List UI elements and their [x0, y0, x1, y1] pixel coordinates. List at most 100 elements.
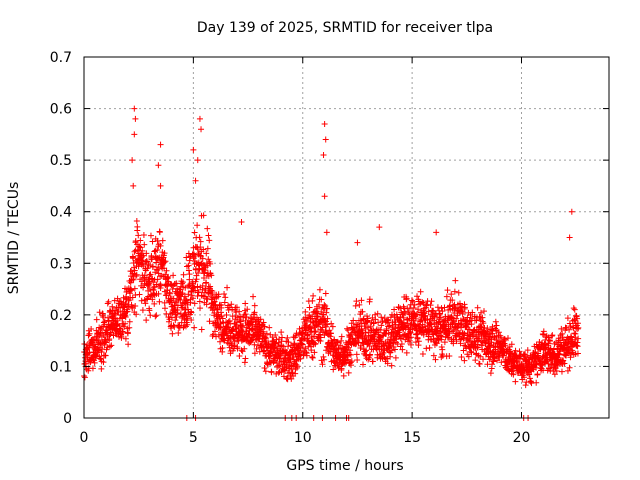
- data-point: [131, 267, 138, 274]
- data-point: [492, 318, 499, 325]
- data-point: [240, 314, 247, 321]
- data-point: [147, 232, 154, 239]
- y-tick-label: 0.3: [50, 256, 72, 272]
- data-point: [291, 341, 298, 348]
- data-point: [324, 315, 331, 322]
- data-point: [338, 337, 345, 344]
- data-point: [417, 288, 424, 295]
- data-point: [90, 356, 97, 363]
- data-point: [198, 326, 205, 333]
- data-point: [200, 212, 207, 219]
- data-point: [455, 289, 462, 296]
- data-point: [261, 364, 268, 371]
- data-point: [573, 312, 580, 319]
- data-point: [535, 350, 542, 357]
- data-point: [493, 322, 500, 329]
- data-point: [448, 291, 455, 298]
- data-point: [161, 305, 168, 312]
- data-point: [266, 324, 273, 331]
- data-point: [206, 237, 213, 244]
- data-point: [105, 298, 112, 305]
- data-point: [402, 310, 409, 317]
- data-point: [151, 300, 158, 307]
- data-point: [206, 318, 213, 325]
- data-point: [268, 369, 275, 376]
- data-point: [278, 329, 285, 336]
- data-point: [527, 378, 534, 385]
- data-point: [327, 330, 334, 337]
- data-point: [125, 303, 132, 310]
- data-point: [372, 316, 379, 323]
- data-point: [196, 298, 203, 305]
- data-point: [498, 359, 505, 366]
- data-point: [407, 329, 414, 336]
- data-point: [185, 291, 192, 298]
- data-point: [126, 324, 133, 331]
- data-point: [545, 334, 552, 341]
- data-point: [407, 341, 414, 348]
- data-point: [146, 286, 153, 293]
- data-point: [149, 238, 156, 245]
- data-point: [272, 331, 279, 338]
- data-point: [512, 378, 519, 385]
- data-point: [392, 325, 399, 332]
- data-point: [369, 358, 376, 365]
- data-point: [320, 151, 327, 158]
- data-point: [375, 319, 382, 326]
- data-point: [173, 299, 180, 306]
- data-point: [482, 340, 489, 347]
- data-point: [505, 366, 512, 373]
- data-point: [378, 322, 385, 329]
- data-point: [357, 317, 364, 324]
- data-point: [458, 353, 465, 360]
- data-point: [393, 311, 400, 318]
- data-point: [199, 255, 206, 262]
- data-point: [112, 312, 119, 319]
- data-point: [487, 342, 494, 349]
- data-point: [547, 345, 554, 352]
- data-point: [533, 379, 540, 386]
- data-point: [480, 356, 487, 363]
- data-point: [122, 320, 129, 327]
- data-point: [326, 327, 333, 334]
- data-point: [243, 313, 250, 320]
- data-point: [444, 287, 451, 294]
- data-point: [236, 308, 243, 315]
- data-point: [541, 340, 548, 347]
- data-point: [378, 314, 385, 321]
- data-points: [81, 105, 582, 421]
- data-point: [360, 361, 367, 368]
- data-point: [323, 229, 330, 236]
- data-point: [193, 276, 200, 283]
- data-point: [438, 336, 445, 343]
- data-point: [122, 335, 129, 342]
- data-point: [360, 339, 367, 346]
- data-point: [222, 294, 229, 301]
- data-point: [495, 329, 502, 336]
- data-point: [314, 305, 321, 312]
- data-point: [388, 347, 395, 354]
- data-point: [133, 311, 140, 318]
- data-point: [118, 334, 125, 341]
- data-point: [544, 358, 551, 365]
- data-point: [404, 320, 411, 327]
- data-point: [361, 323, 368, 330]
- data-point: [252, 319, 259, 326]
- data-point: [141, 241, 148, 248]
- data-point: [238, 219, 245, 226]
- data-point: [311, 329, 318, 336]
- data-point: [526, 375, 533, 382]
- data-point: [328, 320, 335, 327]
- data-point: [432, 356, 439, 363]
- data-point: [322, 290, 329, 297]
- data-point: [549, 349, 556, 356]
- data-point: [133, 218, 140, 225]
- data-point: [213, 306, 220, 313]
- data-point: [217, 338, 224, 345]
- data-point: [178, 291, 185, 298]
- data-point: [157, 282, 164, 289]
- data-point: [196, 115, 203, 122]
- data-point: [277, 352, 284, 359]
- data-point: [253, 345, 260, 352]
- data-point: [116, 325, 123, 332]
